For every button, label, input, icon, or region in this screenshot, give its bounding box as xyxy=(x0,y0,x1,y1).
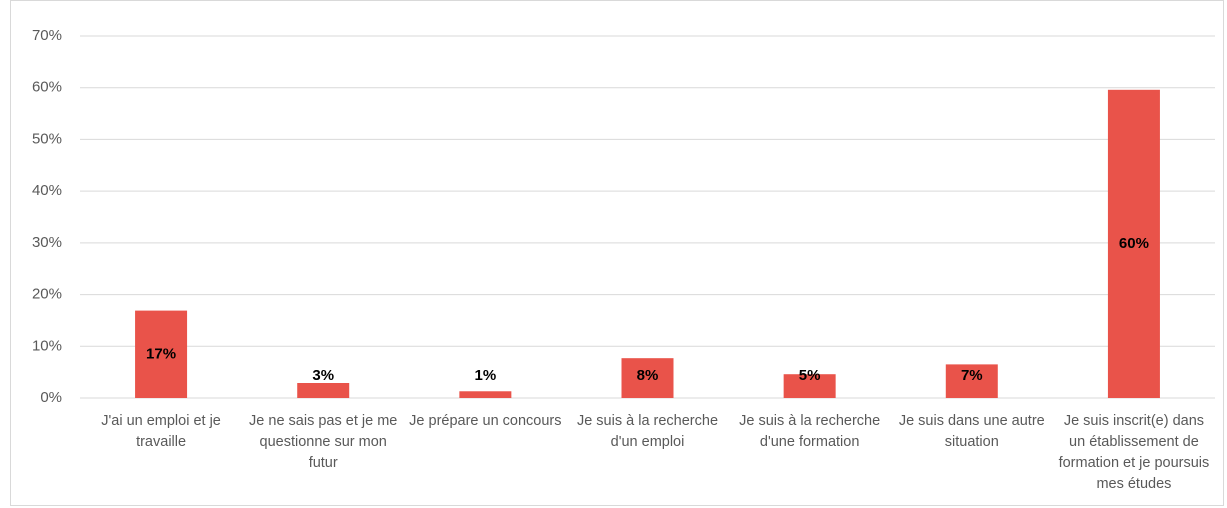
bar xyxy=(945,364,998,398)
x-tick-label: Je prépare un concours xyxy=(409,413,562,429)
y-tick-label: 70% xyxy=(32,27,62,44)
value-label: 1% xyxy=(475,367,497,384)
x-tick-label: Je ne sais pas et je me questionne sur m… xyxy=(249,413,398,471)
x-tick-label: Je suis à la recherche d'une formation xyxy=(739,413,881,450)
x-tick-label: Je suis à la recherche d'un emploi xyxy=(576,413,719,450)
bar xyxy=(621,358,674,398)
value-label: 5% xyxy=(799,367,821,384)
y-tick-label: 50% xyxy=(32,130,62,147)
value-label: 8% xyxy=(637,367,659,384)
bar xyxy=(1107,89,1160,398)
bar xyxy=(459,391,512,398)
value-label: 7% xyxy=(961,367,983,384)
value-label: 3% xyxy=(312,367,334,384)
x-tick-label: J'ai un emploi et je travaille xyxy=(101,413,221,450)
y-tick-label: 60% xyxy=(32,79,62,96)
y-tick-label: 10% xyxy=(32,337,62,354)
chart-border xyxy=(10,0,1224,506)
x-tick-label: Je suis inscrit(e) dans un établissement… xyxy=(1058,413,1210,492)
bar xyxy=(135,310,188,398)
value-label: 17% xyxy=(146,345,176,362)
bar xyxy=(783,374,836,398)
y-tick-label: 30% xyxy=(32,234,62,251)
y-tick-label: 0% xyxy=(40,389,62,406)
y-tick-label: 40% xyxy=(32,182,62,199)
value-label: 60% xyxy=(1119,235,1149,252)
bar xyxy=(297,383,350,398)
y-tick-label: 20% xyxy=(32,286,62,303)
x-tick-label: Je suis dans une autre situation xyxy=(898,413,1045,450)
